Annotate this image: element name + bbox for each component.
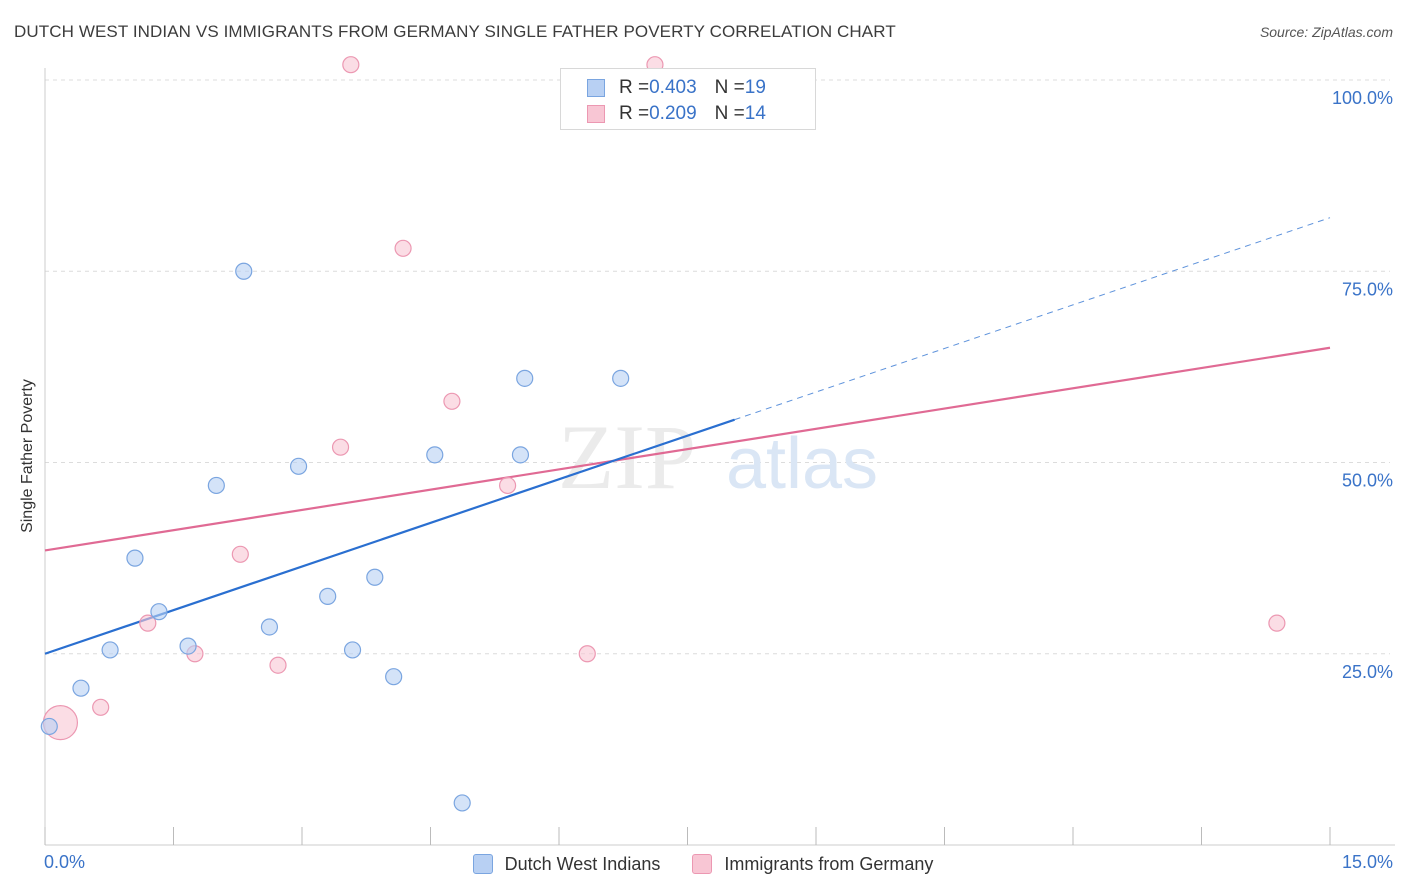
dutch-west-indians-point: [101, 641, 119, 659]
immigrants-from-germany-point: [331, 438, 350, 456]
dutch-west-indians-point: [179, 637, 197, 655]
dutch-west-indians-point: [426, 446, 444, 464]
y-axis-label: Single Father Poverty: [19, 379, 36, 533]
immigrants-from-germany-point: [342, 56, 360, 74]
dutch-west-indians-point: [612, 369, 630, 387]
dutch-west-indians-point: [343, 641, 362, 659]
n-value: 14: [744, 103, 766, 124]
dutch-west-indians-point: [289, 457, 308, 475]
y-tick-label: 100.0%: [1332, 88, 1393, 108]
dutch-west-indians-point: [511, 446, 530, 464]
immigrants-from-germany-point: [1268, 614, 1286, 632]
dutch-west-indians-point: [366, 568, 384, 586]
dutch-west-indians-point: [126, 549, 144, 567]
n-label: N =: [714, 77, 745, 98]
dutch-west-indians-point: [385, 668, 403, 686]
r-label: R =: [619, 103, 650, 124]
immigrants-from-germany-point: [231, 545, 249, 563]
immigrants-from-germany-point: [394, 239, 412, 257]
legend-label: Dutch West Indians: [504, 853, 661, 874]
legend-item-immigrants-from-germany: Immigrants from Germany: [692, 854, 933, 875]
r-label: R =: [619, 77, 650, 98]
gridlines: [45, 79, 1390, 655]
immigrants-from-germany-point: [578, 645, 596, 663]
axes: [44, 68, 1395, 846]
r-value: 0.403: [649, 77, 697, 98]
pink-swatch: [587, 105, 605, 123]
trend-lines: [44, 217, 1331, 655]
dutch-west-indians-point: [207, 476, 225, 495]
dutch-west-indians-point: [235, 262, 253, 280]
n-value: 19: [744, 77, 766, 98]
y-tick-label: 75.0%: [1342, 279, 1393, 299]
trend-line-dutch-west-indians-extension: [734, 217, 1331, 421]
series-legend: Dutch West Indians Immigrants from Germa…: [0, 852, 1406, 876]
r-value: 0.209: [649, 103, 697, 124]
blue-swatch: [587, 79, 605, 97]
legend-item-dutch-west-indians: Dutch West Indians: [472, 853, 661, 875]
legend-row-immigrants-from-germany: R = 0.209 N = 14: [587, 102, 766, 126]
dutch-west-indians-point: [319, 587, 337, 605]
trend-line-immigrants-from-germany: [44, 346, 1331, 552]
source-label: Source: ZipAtlas.com: [1259, 24, 1393, 40]
data-points: [40, 56, 1286, 812]
n-label: N =: [714, 103, 745, 124]
dutch-west-indians-point: [150, 603, 168, 621]
x-tick-min: 0.0%: [44, 852, 86, 872]
pink-swatch: [692, 854, 713, 874]
legend-label: Immigrants from Germany: [724, 853, 934, 874]
immigrants-from-germany-point: [92, 698, 110, 716]
x-tick-max: 15.0%: [1341, 852, 1393, 872]
legend-row-dutch-west-indians: R = 0.403 N = 19: [587, 76, 766, 100]
dutch-west-indians-point: [453, 794, 471, 812]
dutch-west-indians-point: [40, 717, 58, 736]
immigrants-from-germany-point: [269, 656, 287, 674]
immigrants-from-germany-point: [139, 614, 157, 632]
correlation-legend: R = 0.403 N = 19 R = 0.209 N = 14: [560, 68, 816, 130]
chart-title: DUTCH WEST INDIAN VS IMMIGRANTS FROM GER…: [14, 22, 896, 41]
dutch-west-indians-point: [260, 618, 279, 636]
y-tick-label: 25.0%: [1342, 662, 1393, 682]
watermark-atlas: atlas: [726, 424, 878, 504]
dutch-west-indians-point: [516, 369, 534, 387]
immigrants-from-germany-point: [443, 392, 461, 410]
immigrants-from-germany-point: [499, 476, 517, 495]
blue-swatch: [472, 854, 493, 874]
dutch-west-indians-point: [72, 679, 90, 697]
y-tick-labels: 25.0% 50.0% 75.0% 100.0%: [1332, 88, 1393, 682]
watermark: ZIP atlas: [558, 406, 878, 508]
y-tick-label: 50.0%: [1342, 471, 1393, 491]
